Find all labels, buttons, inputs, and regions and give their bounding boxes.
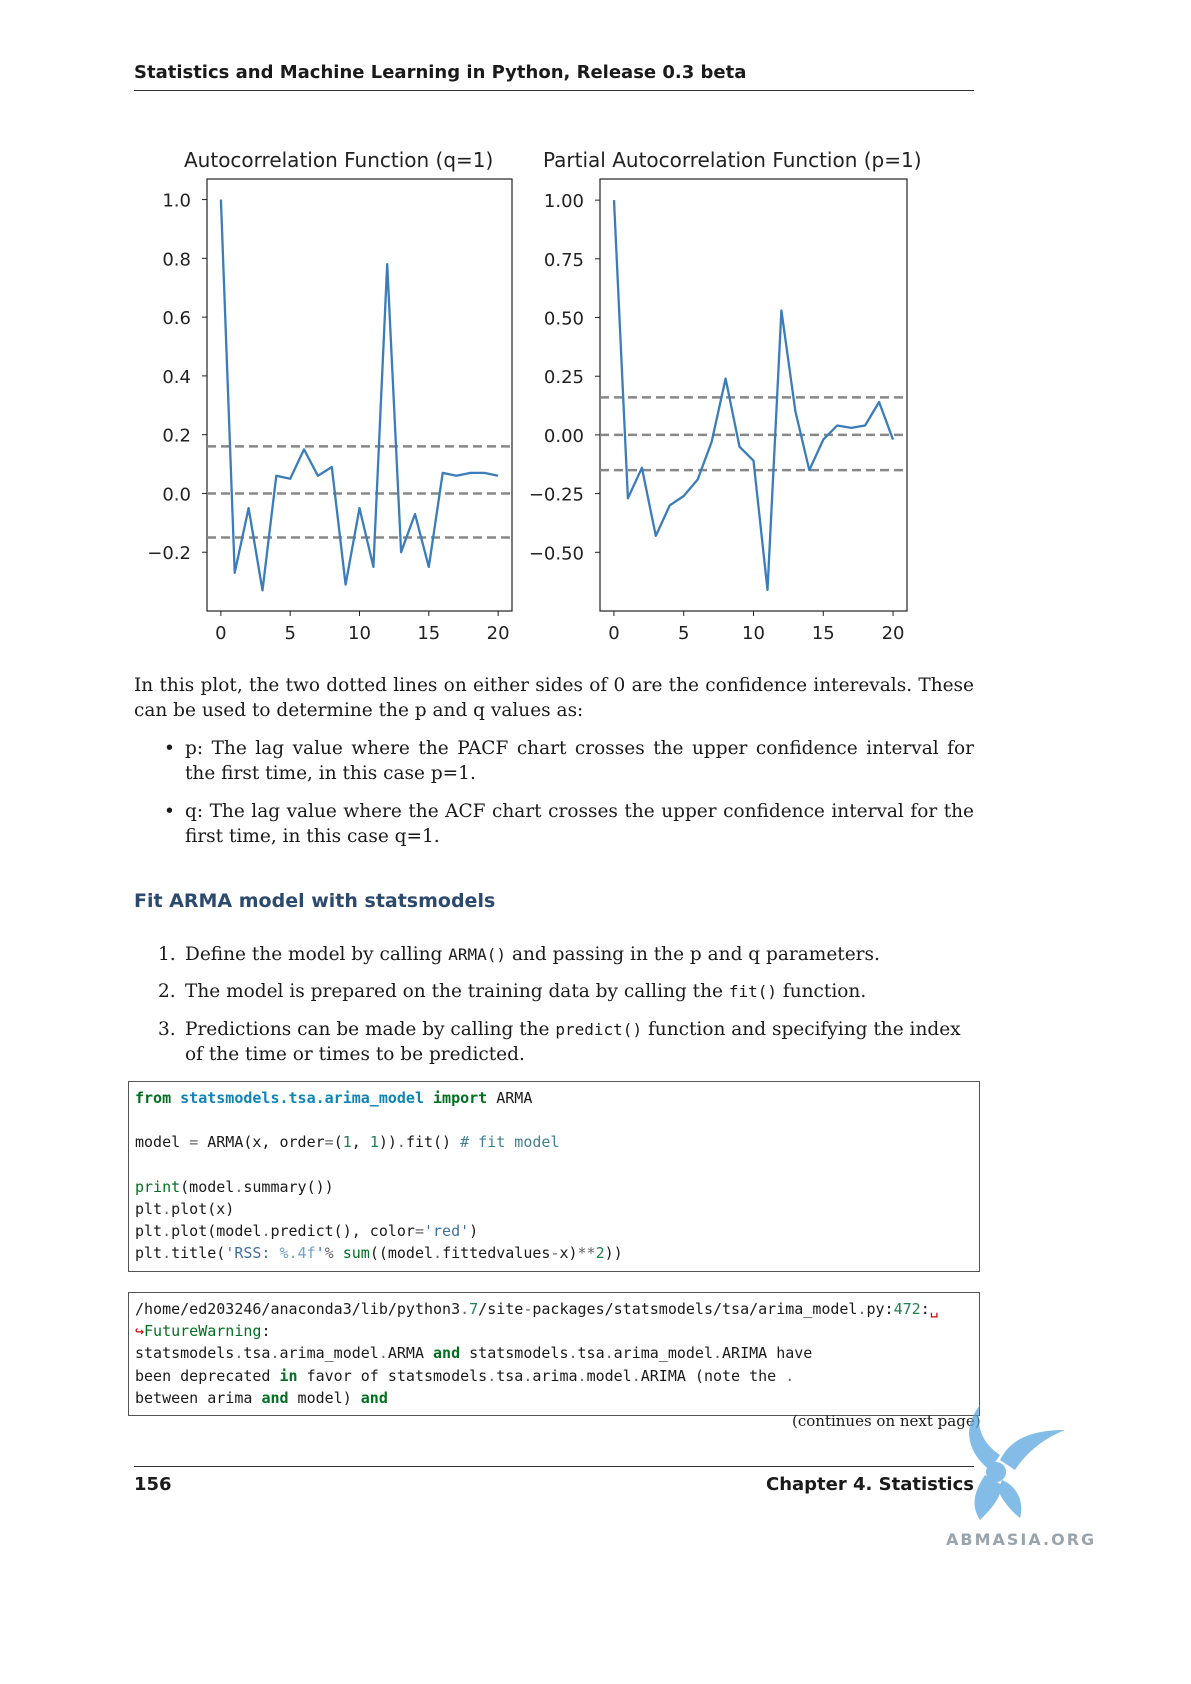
- watermark-logo-icon: [969, 1405, 1065, 1520]
- pacf-chart: Partial Autocorrelation Function (p=1) 1.…: [529, 148, 922, 644]
- header-rule: [134, 90, 974, 91]
- running-header: Statistics and Machine Learning in Pytho…: [134, 62, 747, 83]
- intro-paragraph: In this plot, the two dotted lines on ei…: [134, 675, 974, 721]
- y-tick-label: −0.2: [147, 543, 191, 564]
- inline-code: fit(): [728, 982, 777, 1001]
- bullet-text: p: The lag value where the PACF chart cr…: [185, 738, 974, 784]
- y-tick-label: −0.25: [529, 485, 584, 506]
- bullet-item-p: • p: The lag value where the PACF chart …: [164, 736, 974, 786]
- x-tick-label: 10: [348, 623, 371, 644]
- bullet-item-q: • q: The lag value where the ACF chart c…: [164, 799, 974, 849]
- bullet-marker: •: [164, 738, 175, 759]
- continuation-arrow-icon: ↪: [135, 1322, 145, 1341]
- code-block[interactable]: from statsmodels.tsa.arima_model import …: [128, 1081, 980, 1272]
- chart-title: Partial Autocorrelation Function (p=1): [543, 148, 922, 172]
- y-tick-label: 0.6: [162, 308, 191, 329]
- watermark-text: ABMASIA.ORG: [946, 1530, 1097, 1549]
- step-text: Define the model by calling ARMA() and p…: [185, 944, 880, 965]
- footer-rule: [134, 1466, 974, 1467]
- step-1: 1. Define the model by calling ARMA() an…: [158, 942, 974, 967]
- inline-code: predict(): [555, 1020, 643, 1039]
- plot-frame: [206, 178, 513, 612]
- y-tick-label: 0.25: [544, 367, 584, 388]
- step-2: 2. The model is prepared on the training…: [158, 979, 974, 1004]
- x-tick-label: 0: [215, 623, 226, 644]
- x-tick-label: 15: [812, 623, 835, 644]
- x-tick-label: 20: [882, 623, 905, 644]
- inline-code: ARMA(): [448, 945, 507, 964]
- x-tick-label: 0: [608, 623, 619, 644]
- series-line: [219, 199, 499, 592]
- page-number: 156: [134, 1474, 172, 1495]
- section-heading: Fit ARMA model with statsmodels: [134, 890, 496, 912]
- y-tick-label: 0.0: [162, 484, 191, 505]
- chapter-title: Chapter 4. Statistics: [765, 1474, 974, 1495]
- y-tick-label: 1.00: [544, 191, 584, 212]
- bullet-text: q: The lag value where the ACF chart cro…: [185, 801, 974, 847]
- y-tick-label: 0.00: [544, 426, 584, 447]
- acf-chart: Autocorrelation Function (q=1) 1.0 0.8 0.6 0…: [147, 148, 513, 644]
- step-number: 1.: [158, 944, 176, 965]
- y-tick-label: 0.75: [544, 250, 584, 271]
- acf-pacf-figure: Autocorrelation Function (q=1) 1.0 0.8 0.6 0…: [147, 148, 922, 644]
- y-tick-label: 0.8: [162, 249, 191, 270]
- y-tick-label: 0.4: [162, 367, 191, 388]
- x-tick-label: 10: [742, 623, 765, 644]
- x-tick-label: 20: [487, 623, 510, 644]
- bullet-marker: •: [164, 801, 175, 822]
- x-tick-label: 15: [417, 623, 440, 644]
- step-3: 3. Predictions can be made by calling th…: [158, 1017, 974, 1067]
- y-tick-label: 0.50: [544, 309, 584, 330]
- step-text: The model is prepared on the training da…: [185, 981, 867, 1002]
- chart-title: Autocorrelation Function (q=1): [184, 148, 493, 172]
- step-number: 3.: [158, 1019, 176, 1040]
- step-text: Predictions can be made by calling the p…: [185, 1019, 961, 1065]
- series-line: [612, 200, 895, 592]
- y-tick-label: −0.50: [529, 543, 584, 564]
- y-tick-label: 0.2: [162, 426, 191, 447]
- x-tick-label: 5: [284, 623, 295, 644]
- step-number: 2.: [158, 981, 176, 1002]
- continues-note: (continues on next page): [792, 1412, 981, 1430]
- x-tick-label: 5: [678, 623, 689, 644]
- output-block[interactable]: /home/ed203246/anaconda3/lib/python3.7/s…: [128, 1292, 980, 1416]
- y-tick-label: 1.0: [162, 191, 191, 212]
- plot-frame: [599, 178, 908, 612]
- line-wrap-icon: ␣: [929, 1300, 939, 1318]
